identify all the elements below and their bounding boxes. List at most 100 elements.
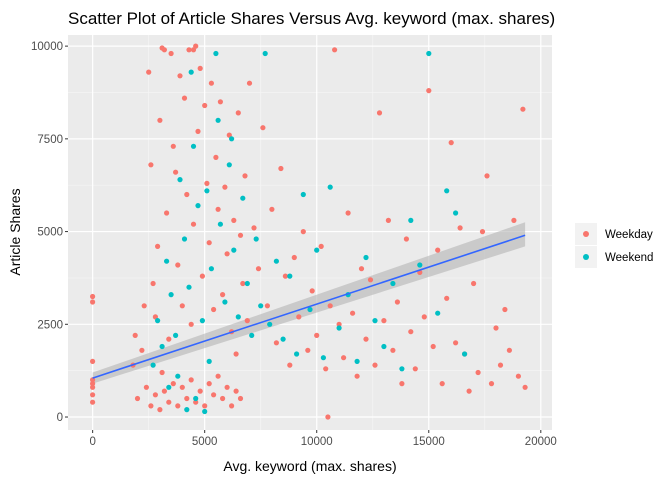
point-weekday (345, 210, 351, 216)
y-tick-label: 2500 (37, 319, 63, 331)
point-weekday (188, 377, 194, 383)
point-weekday (211, 392, 217, 398)
point-weekend (159, 343, 165, 350)
point-weekend (273, 258, 279, 264)
point-weekend (206, 358, 212, 364)
point-weekday (255, 266, 262, 272)
point-weekday (511, 217, 517, 223)
point-weekend (363, 254, 369, 261)
x-tick-label: 0 (89, 436, 95, 448)
point-weekend (249, 332, 255, 338)
point-weekday (90, 381, 96, 387)
point-weekend (231, 247, 237, 253)
point-weekend (177, 177, 183, 183)
point-weekday (229, 403, 235, 409)
point-weekday (502, 306, 508, 313)
point-weekday (199, 273, 205, 279)
point-weekday (197, 388, 203, 394)
point-weekday (146, 69, 152, 75)
point-weekday (515, 373, 522, 379)
legend-label-weekend: Weekend (605, 252, 653, 264)
point-weekday (148, 403, 154, 409)
point-weekday (184, 395, 190, 402)
point-weekday (430, 343, 436, 350)
point-weekday (394, 299, 400, 305)
point-weekend (215, 117, 221, 123)
point-weekday (300, 229, 306, 235)
point-weekday (444, 295, 450, 301)
point-weekday (471, 280, 477, 287)
point-weekend (208, 266, 214, 272)
point-weekday (166, 336, 172, 342)
point-weekday (350, 310, 356, 316)
point-weekday (164, 210, 170, 216)
point-weekend (190, 143, 197, 149)
point-weekday (90, 358, 96, 364)
point-weekday (170, 381, 176, 387)
point-weekday (372, 362, 378, 368)
trend-line-path (92, 234, 526, 379)
point-weekday (363, 336, 369, 342)
point-weekday (264, 303, 270, 309)
point-weekend (217, 221, 223, 227)
confidence-band-area (92, 222, 526, 384)
point-weekday (341, 355, 347, 361)
point-weekday (237, 395, 244, 402)
point-weekday (457, 225, 463, 231)
point-weekend (229, 136, 235, 142)
point-weekday (358, 266, 365, 272)
point-weekday (193, 399, 199, 405)
point-weekday (90, 392, 96, 398)
point-weekday (426, 88, 432, 94)
point-weekday (520, 106, 526, 112)
point-weekday (190, 47, 197, 53)
point-weekday (251, 225, 257, 231)
point-weekday (381, 318, 387, 324)
point-weekday (522, 384, 528, 390)
grid-major (68, 35, 552, 430)
point-weekday (278, 165, 284, 172)
point-weekday (155, 243, 161, 249)
point-weekday (235, 110, 241, 116)
point-weekend (372, 318, 378, 324)
point-weekday (141, 303, 147, 309)
point-weekend (327, 184, 333, 190)
point-weekday (269, 206, 275, 212)
y-axis-title: Article Shares (7, 188, 23, 275)
point-weekend (184, 407, 190, 413)
point-weekday (233, 351, 239, 357)
point-weekend (222, 299, 228, 305)
point-weekday (206, 240, 212, 246)
point-weekday (148, 162, 154, 168)
point-weekend (253, 236, 259, 242)
y-tick-label: 5000 (37, 227, 63, 239)
point-weekday (161, 388, 167, 394)
point-weekday (166, 399, 172, 405)
point-weekend (390, 280, 396, 287)
point-weekday (170, 143, 176, 149)
point-weekday (305, 347, 311, 353)
point-weekend (453, 210, 459, 216)
point-weekday (367, 277, 374, 283)
x-tick-label: 5000 (192, 436, 218, 448)
point-weekday (157, 117, 163, 123)
point-weekday (224, 251, 230, 257)
point-weekday (233, 388, 239, 394)
point-weekday (475, 369, 481, 376)
point-weekday (479, 229, 486, 235)
point-weekday (188, 321, 194, 327)
point-weekday (453, 340, 459, 346)
point-weekend (320, 355, 326, 361)
point-weekday (421, 314, 427, 320)
legend: Weekday Weekend (575, 223, 653, 268)
point-weekday (197, 65, 203, 71)
legend-label-weekday: Weekday (605, 229, 653, 241)
y-tick-label: 0 (57, 412, 63, 424)
point-weekday (90, 384, 96, 390)
point-weekday (208, 80, 214, 86)
point-weekday (177, 73, 183, 79)
point-weekday (318, 243, 324, 249)
point-weekday (215, 206, 221, 212)
point-weekday (273, 340, 279, 346)
